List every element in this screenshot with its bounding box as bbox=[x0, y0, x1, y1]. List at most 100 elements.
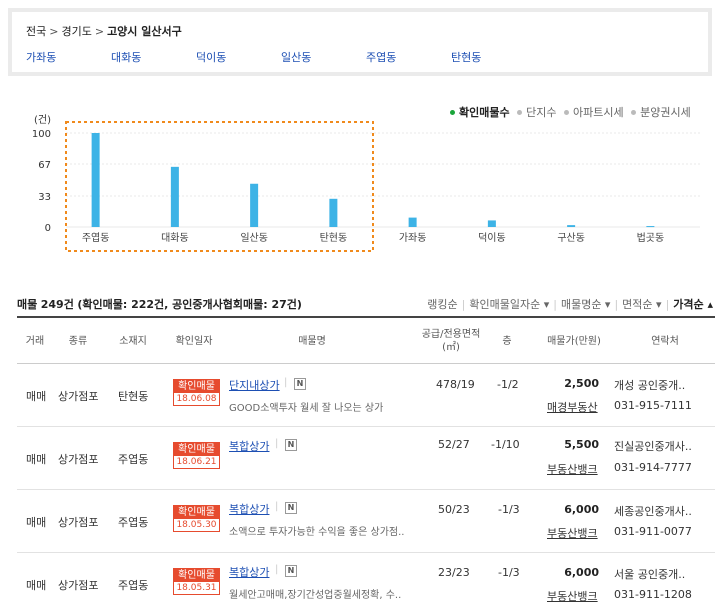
y-tick-label: 0 bbox=[45, 223, 51, 234]
cell-office[interactable]: 개성 공인중개.. bbox=[614, 379, 686, 392]
cell-trade: 매매 bbox=[26, 453, 47, 466]
dong-link-gajwa[interactable]: 가좌동 bbox=[26, 51, 57, 64]
x-tick-label: 탄현동 bbox=[320, 232, 348, 244]
table-row[interactable]: 매매 상가점포 주엽동 확인매물 18.05.30 복합상가 | N 소액으로 투… bbox=[17, 490, 715, 553]
cell-phone: 031-911-0077 bbox=[614, 525, 692, 538]
listing-description: GOOD소액투자 월세 잘 나오는 상가 bbox=[229, 403, 384, 414]
highlight-box bbox=[65, 121, 374, 252]
confirmed-badge: 확인매물 18.05.30 bbox=[173, 505, 220, 532]
header-trade: 거래 bbox=[25, 335, 45, 347]
table-row[interactable]: 매매 상가점포 주엽동 확인매물 18.06.21 복합상가 | N 52/27 … bbox=[17, 427, 715, 490]
cell-area: 478/19 bbox=[436, 378, 475, 391]
listing-summary: 매물 249건 (확인매물: 222건, 공인중개사협회매물: 27건) bbox=[17, 296, 302, 312]
chart-bar bbox=[329, 198, 338, 227]
sort-divider: | bbox=[665, 298, 670, 311]
name-divider: | bbox=[275, 564, 279, 575]
sort-divider: | bbox=[553, 298, 557, 311]
table-row[interactable]: 매매 상가점포 탄현동 확인매물 18.06.08 단지내상가 | N GOOD소… bbox=[17, 364, 715, 427]
listing-name-link[interactable]: 복합상가 bbox=[229, 440, 270, 453]
badge-date: 18.05.31 bbox=[174, 582, 219, 594]
sort-name[interactable]: 매물명순 ▾ bbox=[560, 298, 611, 311]
listing-name-link[interactable]: 단지내상가 bbox=[229, 379, 280, 392]
badge-date: 18.05.30 bbox=[174, 519, 219, 531]
cell-price: 2,500 bbox=[564, 377, 599, 390]
dong-link-tanhyeon[interactable]: 탄현동 bbox=[451, 51, 482, 64]
cell-type: 상가점포 bbox=[58, 390, 99, 403]
y-tick-label: 100 bbox=[32, 129, 51, 140]
dong-link-ilsan[interactable]: 일산동 bbox=[281, 51, 312, 64]
header-name: 매물명 bbox=[298, 335, 326, 347]
sort-price[interactable]: 가격순 ▴ bbox=[673, 298, 713, 311]
legend-item-apt-price[interactable]: 아파트시세 bbox=[563, 106, 624, 119]
table-row[interactable]: 매매 상가점포 주엽동 확인매물 18.05.31 복합상가 | N 월세안고매매… bbox=[17, 553, 715, 616]
chart-bar bbox=[487, 220, 496, 227]
x-tick-label: 구산동 bbox=[557, 232, 585, 244]
sort-area[interactable]: 면적순 ▾ bbox=[622, 298, 662, 311]
badge-date: 18.06.21 bbox=[174, 456, 219, 468]
legend-dot-icon bbox=[631, 109, 637, 115]
x-tick-label: 주엽동 bbox=[82, 232, 110, 244]
dong-link-juyeop[interactable]: 주엽동 bbox=[366, 51, 397, 64]
cell-location: 주엽동 bbox=[118, 453, 149, 466]
breadcrumb-province[interactable]: 경기도 bbox=[61, 25, 92, 38]
realtor-link[interactable]: 매경부동산 bbox=[547, 401, 598, 414]
badge-label: 확인매물 bbox=[174, 380, 219, 393]
cell-phone: 031-911-1208 bbox=[614, 588, 692, 601]
summary-count: 249건 bbox=[40, 298, 74, 311]
legend-dot-icon bbox=[450, 109, 455, 115]
chart-bar bbox=[91, 133, 100, 227]
header-price: 매물가(만원) bbox=[547, 335, 601, 347]
dong-link-deogi[interactable]: 덕이동 bbox=[196, 51, 227, 64]
new-icon: N bbox=[285, 502, 297, 514]
chart-bar bbox=[567, 225, 576, 227]
realtor-link[interactable]: 부동산뱅크 bbox=[547, 590, 598, 603]
cell-office[interactable]: 서울 공인중개.. bbox=[614, 568, 686, 581]
cell-location: 주엽동 bbox=[118, 579, 149, 592]
breadcrumb-separator: > bbox=[49, 25, 59, 38]
cell-type: 상가점포 bbox=[58, 516, 99, 529]
legend-item-presale-price[interactable]: 분양권시세 bbox=[631, 106, 691, 119]
header-type: 종류 bbox=[68, 335, 88, 347]
header-floor: 층 bbox=[502, 335, 512, 347]
chart-legend: 확인매물수 단지수 아파트시세 분양권시세 bbox=[450, 104, 695, 120]
sort-ranking[interactable]: 랭킹순 bbox=[427, 298, 458, 311]
cell-area: 50/23 bbox=[438, 503, 470, 516]
cell-trade: 매매 bbox=[26, 390, 47, 403]
legend-item-confirmed[interactable]: 확인매물수 bbox=[450, 106, 510, 119]
realtor-link[interactable]: 부동산뱅크 bbox=[547, 463, 598, 476]
sort-confirm-date[interactable]: 확인매물일자순 ▾ bbox=[469, 298, 550, 311]
badge-label: 확인매물 bbox=[174, 506, 219, 519]
cell-area: 52/27 bbox=[438, 438, 470, 451]
listing-name-link[interactable]: 복합상가 bbox=[229, 566, 270, 579]
cell-office[interactable]: 진실공인중개사.. bbox=[614, 440, 692, 453]
cell-trade: 매매 bbox=[26, 579, 47, 592]
area-navigation: 전국 > 경기도 > 고양시 일산서구 가좌동 대화동 덕이동 일산동 주엽동 탄현동 bbox=[8, 8, 712, 76]
listing-name-link[interactable]: 복합상가 bbox=[229, 503, 270, 516]
listing-count-chart: (건) 0 33 67 100 주엽동 대화동 일산동 탄현동 가좌동 덕이동 구산동 법곳동 bbox=[0, 108, 720, 258]
chart-bar bbox=[250, 183, 259, 227]
cell-floor: -1/2 bbox=[497, 378, 519, 391]
badge-label: 확인매물 bbox=[174, 443, 219, 456]
table-header: 거래 종류 소재지 확인일자 매물명 공급/전용면적 (㎡) 층 매물가(만원)… bbox=[17, 318, 715, 364]
y-tick-label: 67 bbox=[38, 160, 51, 171]
realtor-link[interactable]: 부동산뱅크 bbox=[547, 527, 598, 540]
cell-office[interactable]: 세종공인중개사.. bbox=[614, 505, 692, 518]
legend-dot-icon bbox=[563, 109, 569, 115]
listing-description: 월세안고매매,장기간성업중월세정확, 수.. bbox=[229, 590, 402, 601]
legend-item-complex[interactable]: 단지수 bbox=[517, 106, 556, 119]
new-icon: N bbox=[285, 565, 297, 577]
dong-link-daehwa[interactable]: 대화동 bbox=[111, 51, 142, 64]
x-tick-label: 대화동 bbox=[161, 232, 189, 244]
chart-bar bbox=[170, 166, 179, 227]
badge-label: 확인매물 bbox=[174, 569, 219, 582]
new-icon: N bbox=[285, 439, 297, 451]
legend-dot-icon bbox=[517, 109, 523, 115]
breadcrumb-country[interactable]: 전국 bbox=[26, 25, 47, 38]
chart-bar bbox=[646, 226, 655, 228]
chart-bar bbox=[408, 217, 417, 227]
cell-type: 상가점포 bbox=[58, 579, 99, 592]
cell-floor: -1/3 bbox=[498, 566, 520, 579]
cell-price: 6,000 bbox=[564, 503, 599, 516]
cell-area: 23/23 bbox=[438, 566, 470, 579]
cell-price: 5,500 bbox=[564, 438, 599, 451]
